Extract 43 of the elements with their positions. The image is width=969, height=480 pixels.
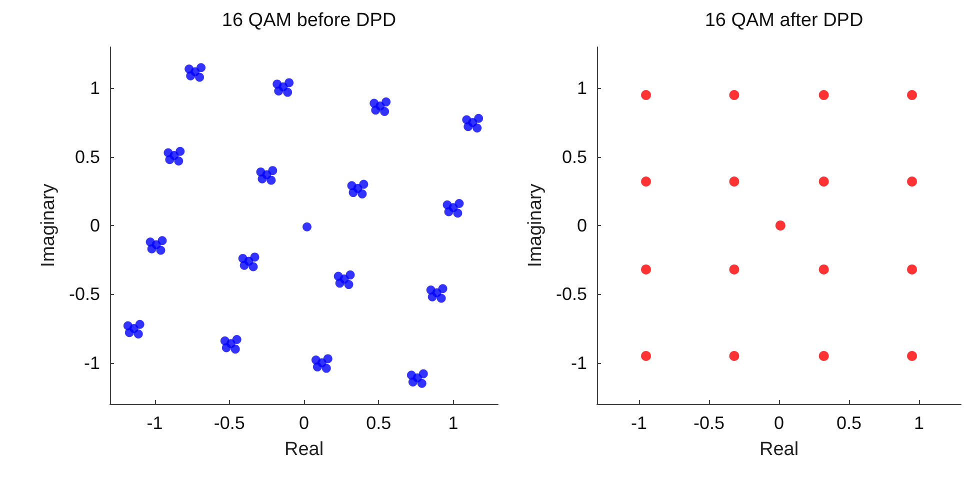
- y-tick-label: -1: [570, 352, 587, 373]
- y-tick-label: 1: [90, 78, 100, 98]
- point: [641, 176, 651, 187]
- x-tick-label: -0.5: [214, 413, 245, 433]
- y-tick-label: 0: [90, 216, 100, 236]
- x-tick-label: 0.5: [366, 413, 392, 433]
- point: [729, 264, 740, 274]
- point: [818, 350, 829, 361]
- point: [818, 264, 829, 274]
- y-tick-label: 0.5: [562, 146, 587, 167]
- point: [775, 220, 786, 230]
- point: [907, 264, 917, 274]
- point: [641, 350, 651, 361]
- x-tick-label: -1: [146, 413, 163, 433]
- point: [729, 90, 740, 100]
- point: [729, 350, 740, 361]
- y-tick-label: -0.5: [68, 284, 100, 304]
- y-tick-label: -1: [84, 352, 100, 373]
- y-tick-label: 0: [576, 216, 587, 236]
- x-tick-label: -1: [630, 413, 648, 433]
- point: [641, 90, 651, 100]
- x-tick-label: 1: [914, 413, 924, 433]
- chart-title: 16 QAM before DPD: [222, 10, 396, 31]
- x-tick-label: 0: [774, 413, 784, 433]
- chart-title: 16 QAM after DPD: [704, 10, 864, 31]
- x-axis-title: Real: [759, 439, 799, 460]
- y-tick-label: -0.5: [556, 284, 587, 304]
- y-tick-label: 1: [576, 78, 587, 98]
- point: [907, 90, 917, 100]
- y-tick-label: 0.5: [74, 146, 100, 167]
- x-tick-label: -0.5: [693, 413, 725, 433]
- point: [907, 350, 917, 361]
- point: [729, 176, 740, 187]
- x-tick-label: 1: [448, 413, 458, 433]
- point: [818, 176, 829, 187]
- y-axis-title: Imaginary: [38, 183, 59, 268]
- point: [641, 264, 651, 274]
- x-axis-title: Real: [284, 439, 324, 460]
- point: [907, 176, 917, 187]
- point: [818, 90, 829, 100]
- x-tick-label: 0.5: [836, 413, 862, 433]
- x-tick-label: 0: [298, 413, 310, 433]
- y-axis-title: Imaginary: [525, 183, 546, 268]
